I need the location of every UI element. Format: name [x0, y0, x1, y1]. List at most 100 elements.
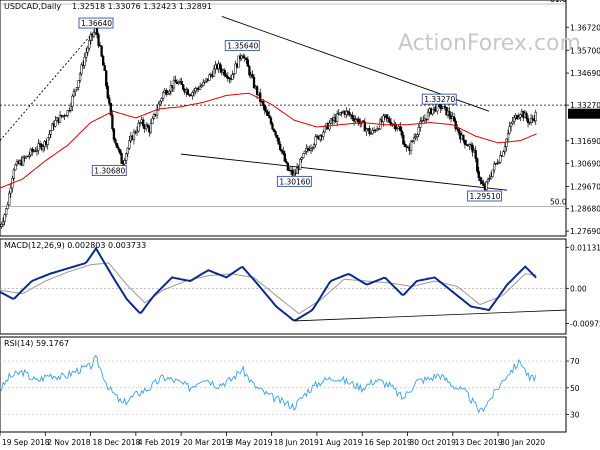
candle-body	[242, 55, 245, 58]
swing-label-box	[421, 93, 457, 105]
candle-body	[118, 149, 122, 154]
candle-body	[28, 154, 31, 157]
candle-body	[125, 153, 128, 161]
candle-body	[89, 34, 92, 41]
candle-body	[97, 34, 100, 46]
candle-body	[35, 149, 39, 152]
candle-body	[525, 112, 528, 119]
candle-body	[368, 128, 371, 134]
candle-body	[277, 137, 280, 145]
candle-body	[266, 111, 270, 116]
macd-axis-ticks: 0.011313 0.00 -0.009729	[566, 243, 600, 329]
swing-label-box	[276, 175, 312, 187]
candle-body	[138, 122, 142, 124]
candle-body	[506, 133, 510, 140]
price-tick-label: 1.33270	[570, 101, 600, 110]
swing-label-box	[91, 165, 127, 177]
candle-body	[497, 162, 500, 164]
candle-body	[83, 57, 86, 66]
candle-body	[503, 146, 507, 152]
candle-body	[454, 120, 457, 130]
candle-body	[431, 109, 434, 115]
fib-label: 50.0	[550, 198, 567, 207]
candle-body	[25, 155, 28, 159]
candle-body	[194, 88, 197, 92]
candle-body	[534, 112, 537, 121]
candle-body	[480, 180, 484, 184]
candle-body	[105, 70, 108, 87]
candle-body	[208, 74, 211, 81]
last-price-label: 1.32891	[570, 110, 600, 119]
candle-body	[400, 130, 403, 136]
candle-body	[377, 128, 380, 130]
price-tick-label: 1.29670	[570, 182, 600, 191]
candle-body	[403, 143, 407, 147]
rsi-line	[0, 354, 537, 414]
candle-body	[85, 52, 88, 58]
candle-body	[369, 133, 373, 135]
macd-panel-frame	[0, 238, 567, 335]
candle-body	[265, 110, 268, 113]
candle-body	[489, 176, 493, 179]
candle-body	[172, 79, 176, 89]
candle-body	[8, 192, 11, 206]
candle-body	[128, 140, 131, 149]
candle-body	[416, 134, 419, 138]
candle-body	[114, 139, 117, 144]
candle-body	[351, 115, 354, 119]
candle-body	[385, 114, 388, 118]
date-tick-label: 30 Oct 2019	[410, 438, 457, 447]
candle-body	[232, 73, 236, 75]
fib-levels: 61.8 50.0	[0, 0, 567, 208]
ohlc-header: 1.32518 1.33076 1.32423 1.32891	[72, 2, 212, 11]
date-tick-label: 20 Mar 2019	[183, 438, 231, 447]
date-tick-label: 3 May 2019	[228, 438, 272, 447]
trendline	[181, 153, 508, 191]
candle-body	[72, 91, 76, 97]
date-tick-label: 18 Jun 2019	[274, 438, 319, 447]
candle-body	[191, 92, 194, 96]
candle-body	[108, 97, 111, 104]
candle-body	[409, 141, 413, 151]
candle-body	[417, 127, 420, 135]
candle-body	[168, 90, 171, 94]
candle-body	[488, 178, 491, 180]
candle-body	[212, 68, 216, 77]
candle-body	[517, 116, 520, 120]
candle-body	[75, 87, 79, 91]
candle-body	[120, 153, 123, 164]
candlesticks	[0, 23, 537, 229]
candle-body	[345, 110, 348, 115]
swing-label-text: 1.29510	[469, 192, 500, 201]
date-tick-label: 13 Dec 2019	[455, 438, 503, 447]
candle-body	[123, 160, 126, 165]
date-tick-label: 1 Aug 2019	[319, 438, 362, 447]
candle-body	[463, 139, 467, 145]
price-tick-label: 1.28680	[570, 205, 600, 214]
candle-body	[412, 137, 416, 142]
candle-body	[363, 121, 367, 132]
date-tick-label: 18 Dec 2018	[93, 438, 141, 447]
candle-body	[38, 143, 42, 145]
swing-label-box	[224, 40, 260, 52]
candle-body	[106, 85, 109, 99]
macd-tick-label: 0.011313	[570, 243, 600, 252]
candle-body	[448, 110, 451, 117]
candle-body	[299, 159, 302, 170]
candle-body	[135, 130, 139, 134]
candle-body	[311, 147, 314, 149]
candle-body	[346, 110, 350, 113]
candle-body	[160, 98, 163, 102]
price-tick-label: 1.35700	[570, 46, 600, 55]
candle-body	[46, 137, 49, 145]
swing-label-box	[467, 190, 502, 202]
candle-body	[112, 128, 116, 140]
candle-body	[394, 123, 397, 130]
candle-body	[234, 63, 237, 74]
candle-body	[348, 111, 351, 115]
candle-body	[223, 70, 226, 76]
candle-body	[5, 208, 8, 216]
candle-body	[399, 126, 402, 132]
candle-body	[21, 157, 25, 166]
price-tick-label: 1.36720	[570, 23, 600, 32]
